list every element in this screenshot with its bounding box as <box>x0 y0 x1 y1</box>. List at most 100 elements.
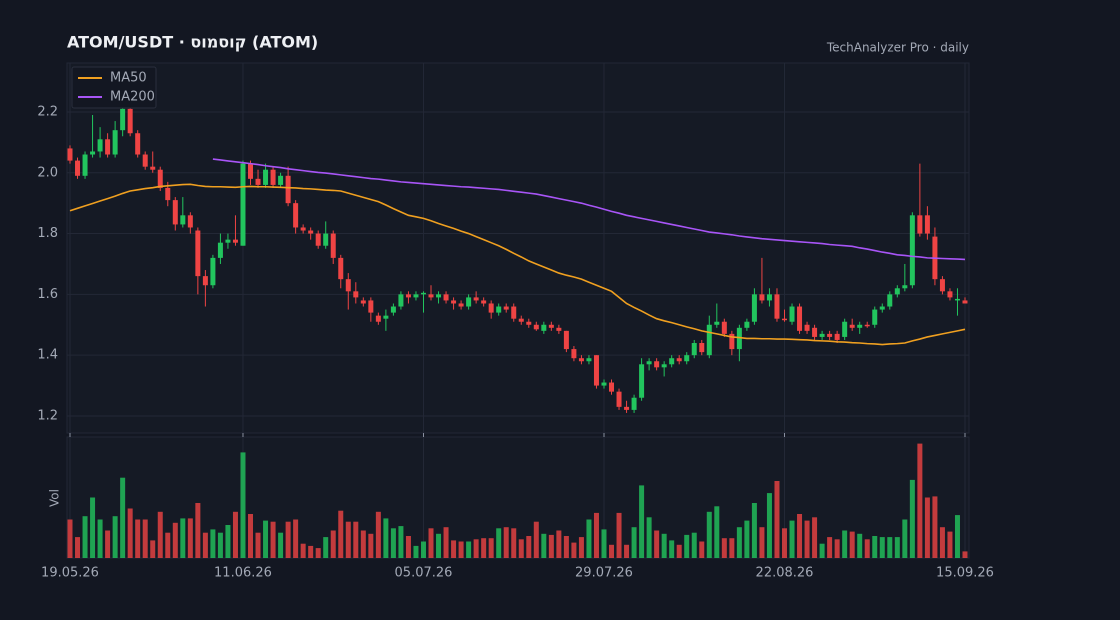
candle-body <box>466 297 472 307</box>
candle-body <box>300 227 306 231</box>
volume-bar <box>67 519 73 558</box>
candle-body <box>157 169 163 188</box>
candle-body <box>669 358 675 365</box>
volume-bar <box>939 527 945 558</box>
volume-bar <box>661 533 667 558</box>
candle-body <box>639 364 645 398</box>
volume-bar <box>872 536 878 558</box>
volume-bar <box>736 527 742 558</box>
volume-bar <box>541 533 547 558</box>
candle-body <box>541 324 547 331</box>
volume-bar <box>75 537 81 558</box>
volume-bar <box>255 532 261 558</box>
candle-body <box>819 333 825 337</box>
candle-body <box>781 318 787 321</box>
volume-bar <box>120 477 126 558</box>
volume-bar <box>721 538 727 558</box>
volume-bar <box>864 539 870 558</box>
candle-body <box>240 163 246 246</box>
candle-body <box>533 324 539 330</box>
candle-body <box>202 276 208 286</box>
volume-bar <box>308 545 314 558</box>
volume-bar <box>375 511 381 558</box>
y-tick-label: 1.8 <box>37 226 58 241</box>
grid: 1.2 1.4 1.6 1.8 2.0 2.2 19.05.26 11.06.26 05.07.… <box>37 63 994 581</box>
volume-bar <box>338 510 344 558</box>
candle-body <box>458 303 464 307</box>
candle-body <box>315 233 321 246</box>
candle-body <box>436 294 442 298</box>
candle-body <box>631 397 637 410</box>
volume-bar <box>774 481 780 558</box>
volume-bar <box>285 521 291 558</box>
volume-bar <box>270 521 276 558</box>
volume-bar <box>639 485 645 558</box>
candle-body <box>481 300 487 304</box>
candle-body <box>120 108 126 131</box>
volume-bar <box>706 511 712 558</box>
volume-bar <box>759 527 765 558</box>
volume-bar <box>729 538 735 558</box>
volume-bar <box>781 528 787 558</box>
volume-bar <box>165 532 171 558</box>
volume-bar <box>654 530 660 558</box>
candle-body <box>420 292 426 295</box>
volume-bar <box>225 525 231 558</box>
volume-bar <box>789 520 795 558</box>
volume-bar <box>398 526 404 558</box>
volume-bar <box>744 520 750 558</box>
volume-bar <box>82 516 88 558</box>
candle-body <box>586 358 592 362</box>
volume-bar <box>360 530 366 558</box>
volume-bar <box>217 532 223 558</box>
candle-body <box>902 285 908 289</box>
volume-bar <box>405 536 411 558</box>
candle-body <box>195 230 201 277</box>
candle-body <box>947 291 953 298</box>
volume-bar <box>586 519 592 558</box>
candle-body <box>887 294 893 307</box>
volume-bar <box>488 538 494 558</box>
candle-body <box>699 343 705 353</box>
volume-bar <box>315 548 321 558</box>
candle-body <box>105 139 111 155</box>
candle-body <box>398 294 404 307</box>
candle-body <box>894 288 900 295</box>
candle-body <box>797 306 803 331</box>
candle-body <box>75 160 81 176</box>
volume-bar <box>947 531 953 558</box>
volume-bar <box>593 512 599 558</box>
y-tick-label: 1.2 <box>37 408 58 423</box>
volume-bar <box>330 530 336 558</box>
volume-bar <box>300 543 306 558</box>
volume-bar <box>142 519 148 558</box>
candle-body <box>676 358 682 362</box>
y-tick-label: 2.0 <box>37 165 58 180</box>
volume-bar <box>699 541 705 558</box>
candle-body <box>248 163 254 179</box>
candle-body <box>962 300 968 304</box>
x-tick-label: 11.06.26 <box>214 566 272 581</box>
volume-bar <box>420 541 426 558</box>
volume-bar <box>887 537 893 558</box>
candle-body <box>548 324 554 328</box>
volume-bar <box>210 529 216 558</box>
candle-body <box>593 355 599 386</box>
candle-body <box>526 321 532 325</box>
candle-body <box>375 315 381 322</box>
volume-bar <box>834 539 840 558</box>
volume-bar <box>383 518 389 558</box>
candle-body <box>834 333 840 340</box>
volume-bar <box>548 534 554 558</box>
price-panel <box>66 62 970 434</box>
volume-bar <box>90 497 96 558</box>
candle-body <box>909 215 915 286</box>
candle-body <box>488 303 494 313</box>
candle-body <box>338 257 344 280</box>
ma-line <box>212 158 966 261</box>
candle-body <box>849 324 855 328</box>
candle-body <box>842 321 848 337</box>
volume-bar <box>443 527 449 558</box>
volume-bar <box>232 511 238 558</box>
candle-body <box>165 187 171 201</box>
